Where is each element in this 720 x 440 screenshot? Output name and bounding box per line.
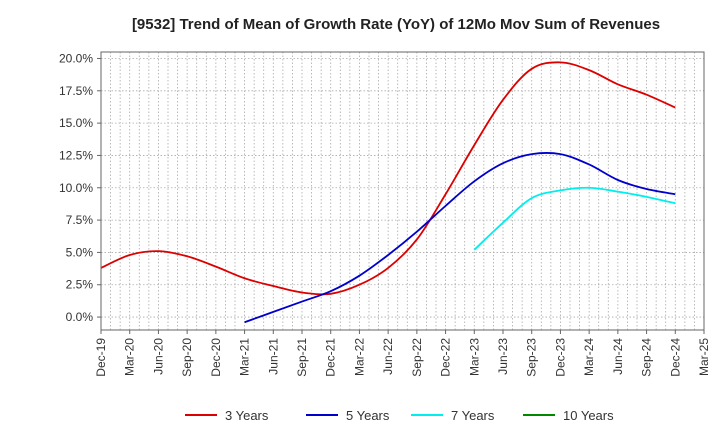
x-axis: Dec-19 Mar-20 Jun-20 Sep-20 Dec-20 Mar-21 Jun-…: [94, 330, 711, 377]
x-tick-label: Jun-24: [611, 338, 625, 375]
x-tick-label: Mar-20: [123, 338, 137, 376]
y-tick-label: 12.5%: [59, 148, 93, 162]
series-layer: [100, 61, 676, 324]
x-tick-label: Dec-19: [94, 338, 108, 377]
x-tick-label: Sep-23: [525, 338, 539, 377]
chart-title: [9532] Trend of Mean of Growth Rate (YoY…: [132, 16, 660, 33]
legend-label-10-years: 10 Years: [563, 408, 614, 423]
y-tick-label: 20.0%: [59, 51, 93, 65]
legend-label-5-years: 5 Years: [346, 408, 390, 423]
x-tick-label: Dec-22: [439, 338, 453, 377]
series-line-3-years: [100, 61, 676, 296]
x-tick-label: Dec-21: [324, 338, 338, 377]
x-tick-label: Jun-20: [151, 338, 165, 375]
x-tick-label: Jun-22: [381, 338, 395, 375]
x-tick-label: Jun-23: [496, 338, 510, 375]
x-tick-label: Mar-25: [697, 338, 711, 376]
y-tick-label: 0.0%: [66, 310, 94, 324]
legend: 3 Years 5 Years 7 Years 10 Years: [185, 408, 614, 423]
x-tick-label: Dec-24: [668, 338, 682, 377]
y-tick-label: 15.0%: [59, 116, 93, 130]
x-tick-label: Sep-24: [640, 338, 654, 377]
x-tick-label: Dec-23: [553, 338, 567, 377]
y-tick-label: 10.0%: [59, 181, 93, 195]
x-tick-label: Mar-22: [352, 338, 366, 376]
y-tick-label: 7.5%: [66, 213, 94, 227]
y-tick-label: 17.5%: [59, 84, 93, 98]
x-tick-label: Jun-21: [266, 338, 280, 375]
y-tick-label: 2.5%: [66, 278, 94, 292]
x-tick-label: Sep-21: [295, 338, 309, 377]
y-tick-label: 5.0%: [66, 245, 94, 259]
series-line-7-years: [473, 186, 676, 251]
x-tick-label: Sep-22: [410, 338, 424, 377]
legend-label-7-years: 7 Years: [451, 408, 495, 423]
x-tick-label: Sep-20: [180, 338, 194, 377]
series-line-5-years: [244, 152, 676, 324]
x-tick-label: Dec-20: [209, 338, 223, 377]
x-tick-label: Mar-21: [238, 338, 252, 376]
y-axis: 0.0% 2.5% 5.0% 7.5% 10.0% 12.5% 15.0% 17.5% 20.0…: [59, 51, 101, 324]
x-tick-label: Mar-24: [582, 338, 596, 376]
legend-label-3-years: 3 Years: [225, 408, 269, 423]
plot-frame: [100, 51, 705, 331]
x-tick-label: Mar-23: [467, 338, 481, 376]
